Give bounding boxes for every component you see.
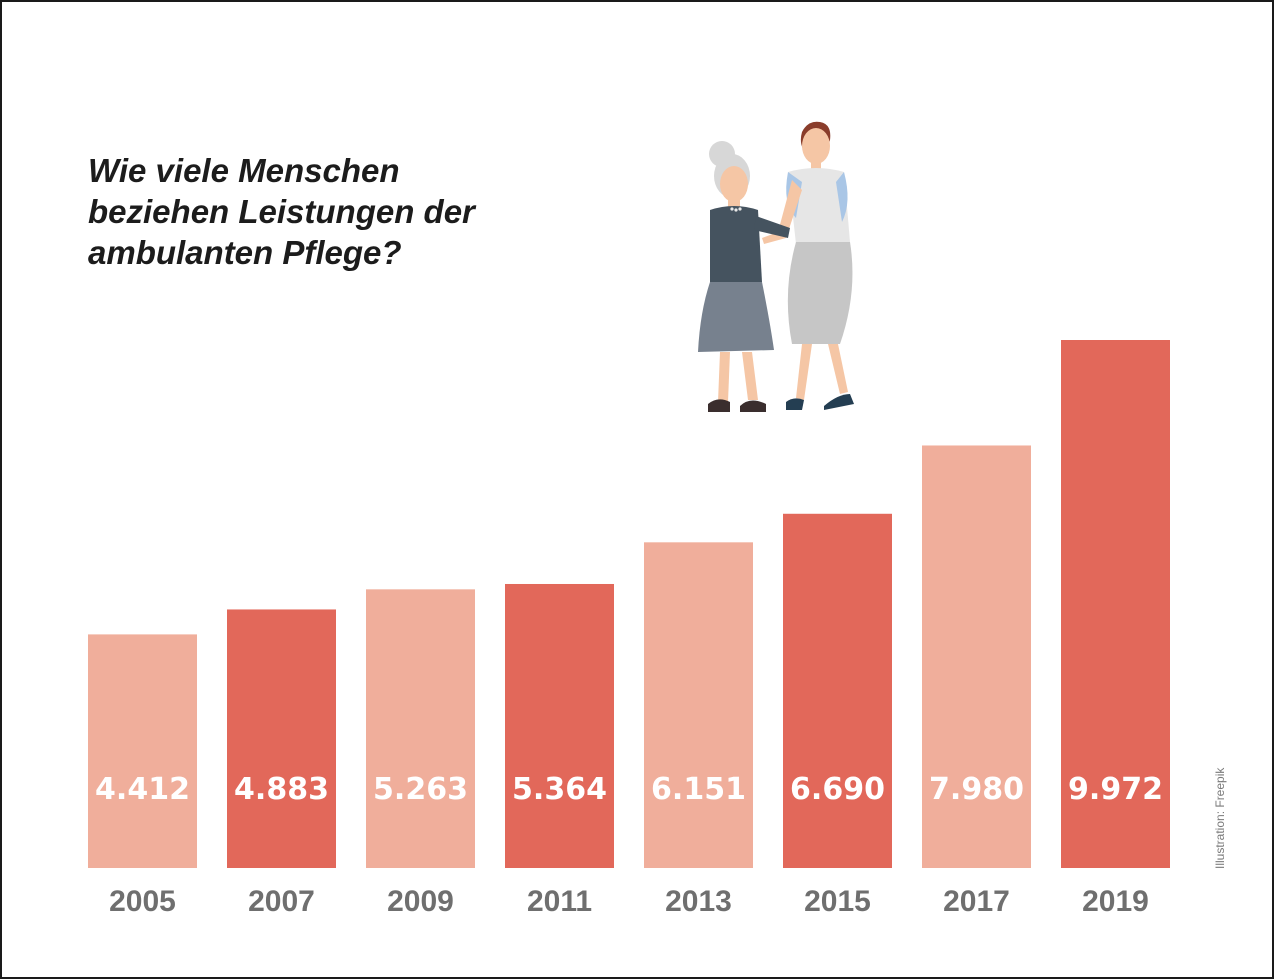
bar-2019 (1061, 340, 1170, 868)
value-label-2019: 9.972 (1068, 772, 1163, 807)
elderly-care-icon (698, 121, 854, 412)
year-label-2009: 2009 (387, 885, 454, 918)
year-label-2007: 2007 (248, 885, 315, 918)
value-label-2007: 4.883 (234, 772, 329, 807)
title-line-1: Wie viele Menschen (88, 152, 400, 189)
value-label-2009: 5.263 (373, 772, 468, 807)
year-label-2019: 2019 (1082, 885, 1149, 918)
bar-2013 (644, 542, 753, 868)
year-label-2011: 2011 (527, 885, 592, 918)
year-label-2017: 2017 (943, 885, 1010, 918)
value-label-2011: 5.364 (512, 772, 607, 807)
bar-2011 (505, 583, 614, 868)
illustration-credit: Illustration: Freepik (1213, 767, 1227, 869)
value-label-2017: 7.980 (929, 772, 1024, 807)
bar-2009 (366, 589, 475, 868)
year-label-2015: 2015 (804, 885, 871, 918)
year-label-2005: 2005 (109, 885, 176, 918)
bar-2007 (227, 609, 336, 868)
title-line-2: beziehen Leistungen der (88, 193, 475, 230)
value-label-2013: 6.151 (651, 772, 746, 807)
year-label-2013: 2013 (665, 885, 732, 918)
bar-2005 (88, 634, 197, 868)
title-line-3: ambulanten Pflege? (88, 234, 402, 271)
value-label-2015: 6.690 (790, 772, 885, 807)
bar-2017 (922, 445, 1031, 868)
bar-2015 (783, 513, 892, 868)
chart-title: Wie viele Menschen beziehen Leistungen d… (88, 150, 475, 273)
value-label-2005: 4.412 (95, 772, 190, 807)
